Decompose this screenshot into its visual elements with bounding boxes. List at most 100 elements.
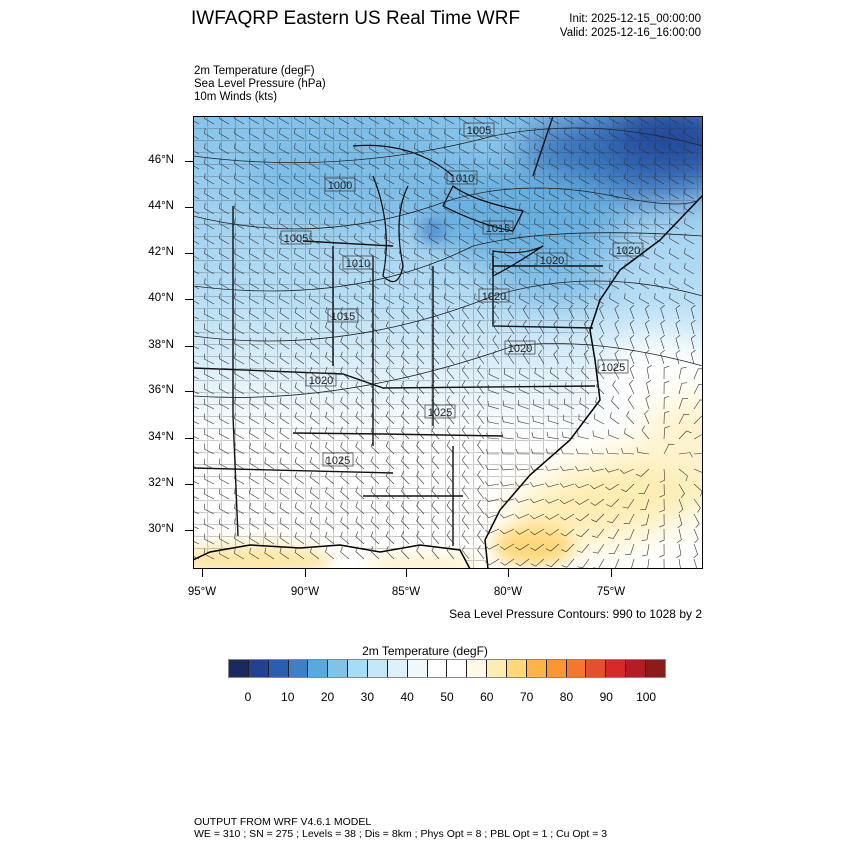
wind-barb: [370, 321, 380, 335]
wind-barb: [369, 188, 380, 200]
wind-barb: [399, 143, 410, 155]
wind-barb: [370, 336, 380, 350]
wind-barb: [499, 513, 515, 519]
wind-barb: [568, 349, 575, 365]
wind-barb: [579, 233, 590, 245]
wind-barb: [579, 116, 590, 125]
wind-barb: [461, 320, 470, 335]
wind-barb: [294, 487, 305, 500]
wind-barb: [429, 203, 440, 215]
lon-tick-label: 90°W: [290, 586, 320, 598]
wind-barb: [641, 543, 650, 557]
wind-barb: [354, 158, 365, 170]
wind-barb: [583, 349, 590, 365]
wind-barb: [416, 440, 425, 455]
wind-barb: [385, 531, 395, 545]
wind-barb: [459, 218, 470, 230]
wind-barb: [484, 543, 500, 550]
wind-barb: [654, 128, 665, 140]
wind-barb: [219, 503, 230, 515]
wind-barb: [234, 293, 245, 305]
wind-barb: [504, 278, 515, 290]
wind-barb: [446, 470, 455, 485]
wind-barb: [684, 278, 695, 290]
wind-barb: [501, 432, 515, 440]
wind-barb: [564, 278, 575, 290]
wind-barb: [625, 543, 635, 556]
wind-barb: [639, 203, 650, 215]
wind-barb: [693, 368, 703, 380]
wind-barb: [477, 500, 485, 515]
contour-label: 1020: [540, 255, 564, 267]
wind-barb: [444, 263, 455, 275]
wind-barb: [504, 203, 515, 215]
wind-barb: [544, 482, 560, 488]
wind-barb: [459, 128, 470, 140]
wind-barb: [340, 396, 350, 410]
wind-barb: [580, 381, 590, 395]
wind-barb: [675, 558, 682, 569]
wind-barb: [325, 366, 335, 380]
wind-barb: [414, 263, 425, 275]
wind-barb: [534, 188, 545, 200]
wind-barb: [599, 319, 605, 335]
contour-label-box: [463, 122, 495, 137]
wind-barb: [219, 233, 230, 245]
wind-barb: [294, 173, 305, 185]
wind-barb: [504, 218, 515, 230]
wind-barb: [219, 278, 230, 290]
colorbar-swatch: [626, 660, 647, 677]
wind-barb: [485, 464, 500, 471]
wind-barb: [644, 349, 650, 365]
wind-barb: [219, 128, 230, 140]
wind-barb: [401, 410, 410, 425]
lat-tick-mark: [185, 207, 193, 208]
wind-barb: [429, 173, 440, 185]
wind-barb: [399, 158, 410, 170]
wind-barb: [354, 278, 365, 290]
wind-barb: [669, 263, 680, 275]
wind-barb: [249, 472, 260, 485]
wind-barb: [624, 143, 635, 155]
wind-barb: [488, 368, 500, 380]
wind-barb: [355, 456, 365, 470]
colorbar-swatch: [308, 660, 329, 677]
wind-barb: [549, 278, 560, 290]
wind-barb: [489, 203, 500, 215]
wind-barb: [607, 528, 620, 539]
wind-barb: [339, 188, 350, 200]
wind-barb: [414, 128, 425, 140]
lat-tick-mark: [185, 484, 193, 485]
wind-barb: [324, 263, 335, 275]
colorbar-swatch: [606, 660, 627, 677]
wind-barb: [564, 263, 575, 275]
wind-barb: [459, 248, 470, 260]
colorbar-swatch: [586, 660, 607, 677]
wind-barb: [193, 488, 200, 500]
wind-barb: [500, 543, 515, 550]
wind-barb: [219, 158, 230, 170]
wind-barb: [414, 218, 425, 230]
wind-barb: [502, 416, 515, 425]
wind-barb: [614, 319, 620, 335]
wind-barb: [399, 203, 410, 215]
wind-barb: [654, 293, 665, 305]
wind-barb: [515, 543, 530, 551]
wind-barb: [414, 278, 425, 290]
lon-tick-mark: [202, 569, 203, 577]
wind-barb: [519, 233, 530, 245]
wind-barb: [431, 470, 440, 485]
wind-barb: [234, 173, 245, 185]
wind-barb: [477, 545, 485, 560]
wind-barb: [519, 203, 530, 215]
contour-label-box: [612, 242, 644, 257]
wind-barb: [340, 471, 350, 485]
wind-barb: [693, 452, 703, 459]
wind-barb: [309, 307, 320, 320]
wind-barb: [234, 143, 245, 155]
wind-barb: [545, 448, 560, 455]
wind-barb: [516, 432, 530, 440]
wind-barb: [659, 543, 665, 558]
wind-barb: [369, 218, 380, 230]
wind-barb: [325, 411, 335, 425]
